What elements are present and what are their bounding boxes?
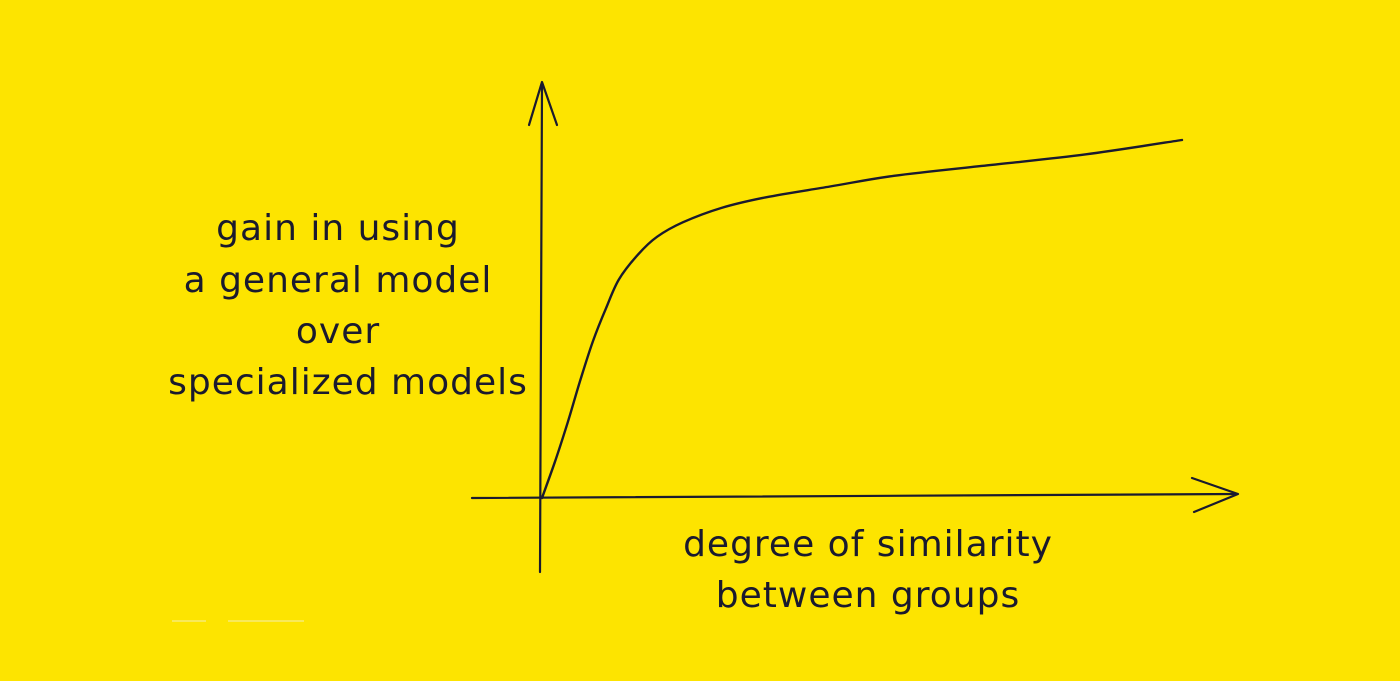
y-axis-line <box>538 82 544 574</box>
x-label-line-2: between groups <box>716 575 1020 616</box>
x-axis-arrowhead <box>1190 476 1240 514</box>
series-line <box>540 138 1184 500</box>
x-axis-label: degree of similarity between groups <box>683 524 1053 616</box>
y-label-line-2: a general model <box>184 260 493 301</box>
y-label-line-3: over <box>296 311 380 352</box>
y-axis-arrowhead <box>527 80 559 127</box>
y-label-line-1: gain in using <box>216 208 460 249</box>
y-label-line-4: specialized models <box>168 362 528 403</box>
y-axis-label: gain in using a general model over speci… <box>168 208 528 403</box>
x-axis-line <box>470 492 1239 500</box>
x-label-line-1: degree of similarity <box>683 524 1053 565</box>
